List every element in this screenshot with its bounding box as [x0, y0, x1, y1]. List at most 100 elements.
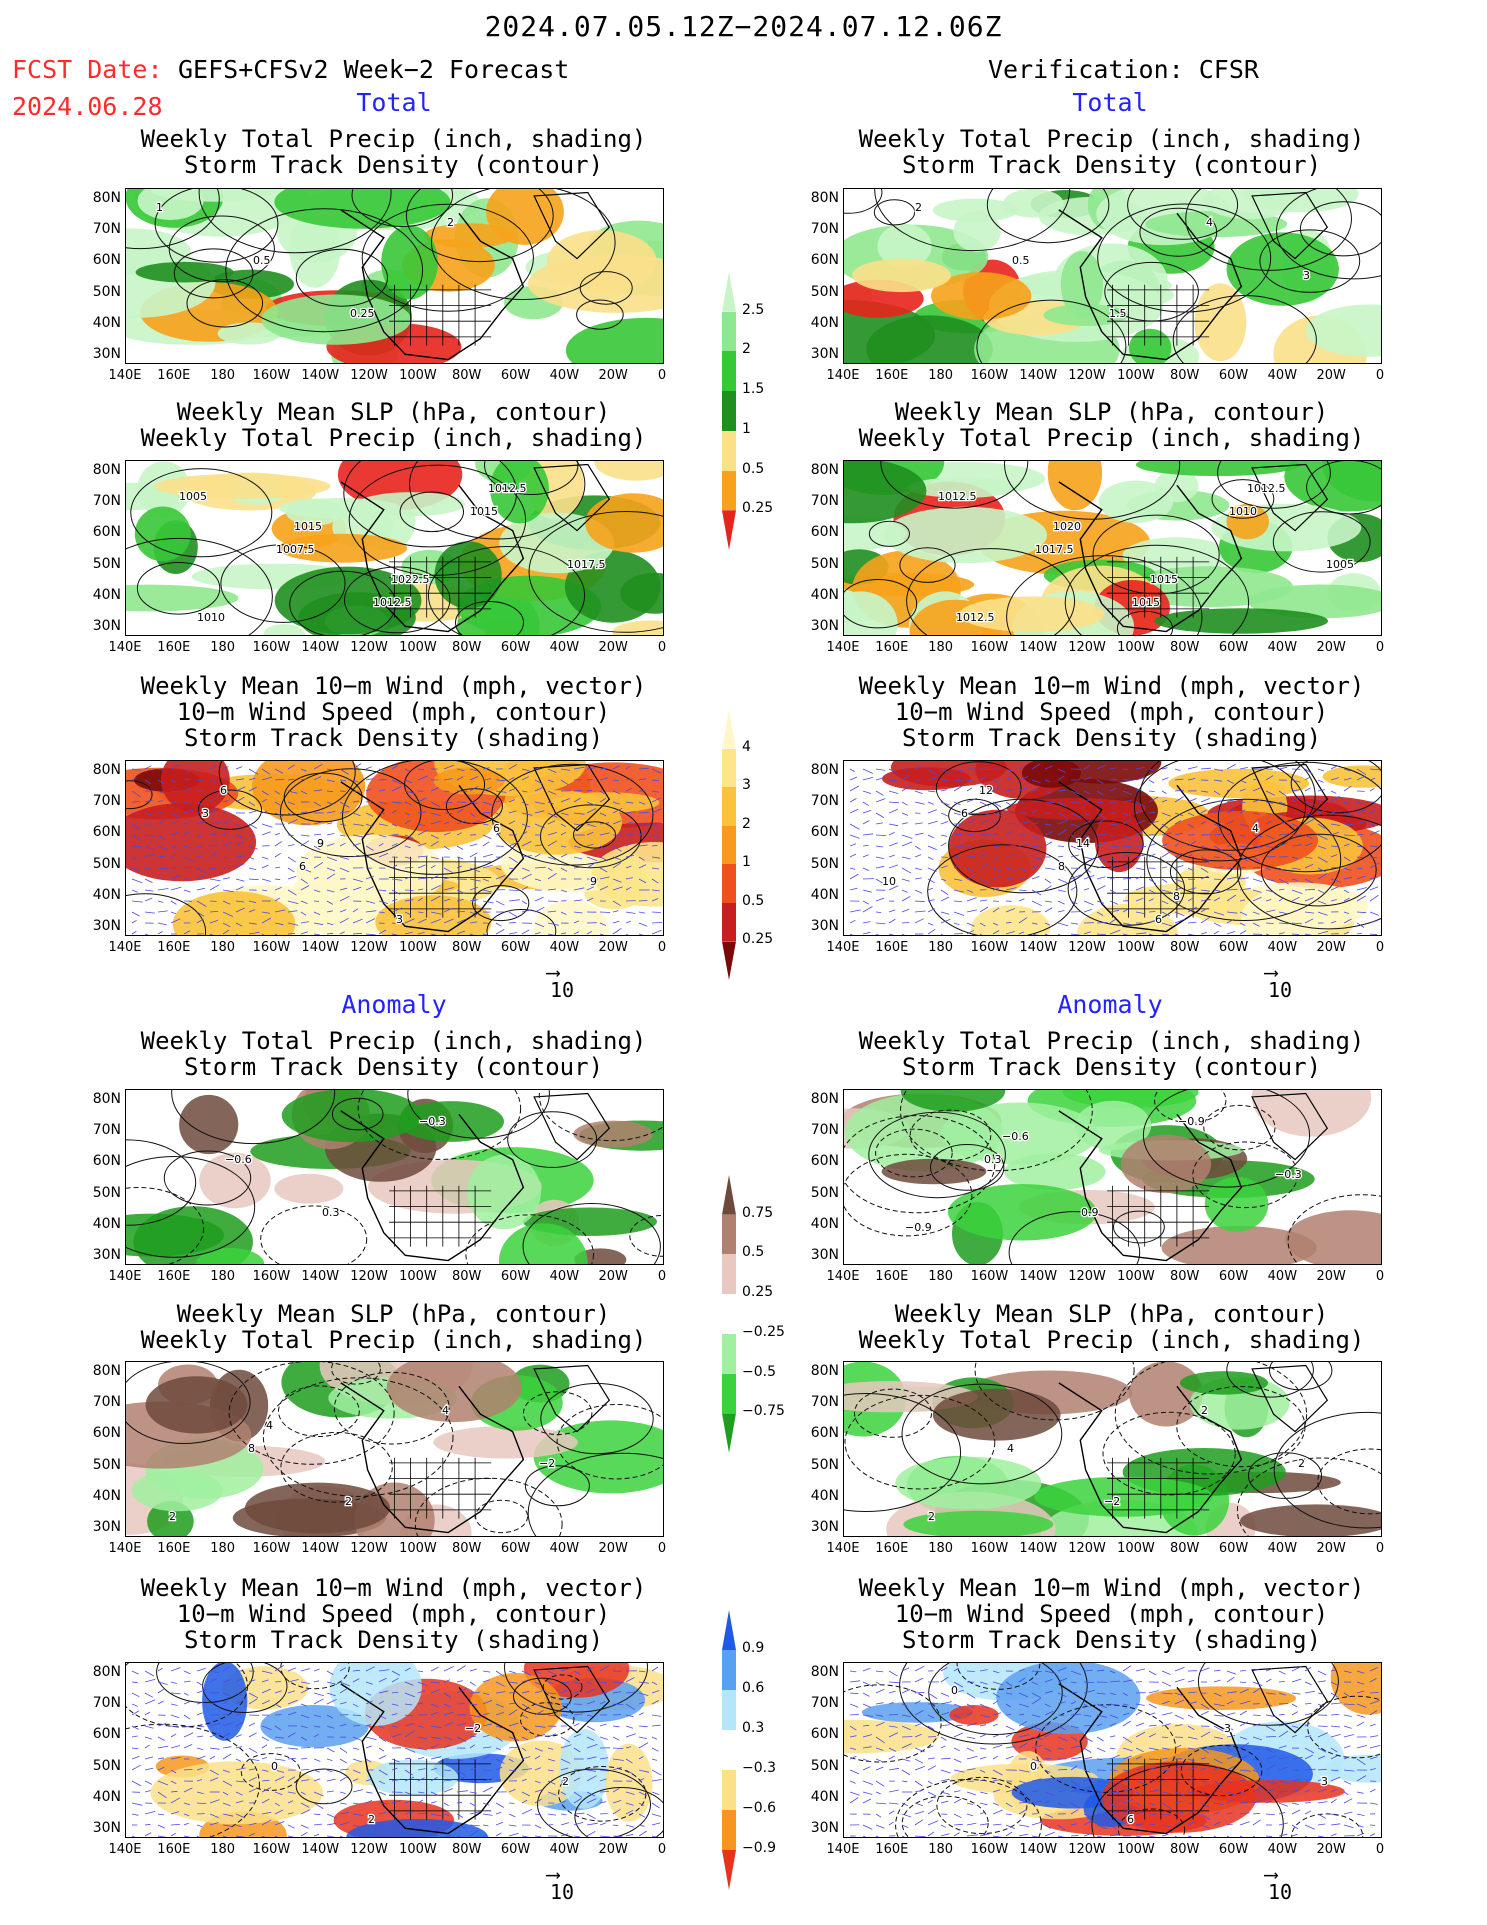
contour-line [1269, 1362, 1333, 1391]
wind-vector [170, 1832, 177, 1837]
wind-vector [482, 1670, 491, 1673]
contour-label: 6 [1127, 1813, 1134, 1826]
wind-vector [1343, 768, 1351, 772]
wind-vector [378, 1802, 388, 1804]
wind-vector [1044, 933, 1049, 935]
contour-line [976, 299, 1127, 363]
wind-vector [1135, 897, 1144, 902]
wind-vector [1278, 820, 1289, 825]
coastline [340, 1683, 525, 1835]
wind-vector [261, 768, 271, 775]
wind-vector [222, 911, 233, 917]
wind-vector [222, 922, 231, 928]
wind-vector [482, 1813, 493, 1816]
contour-line [1272, 511, 1371, 573]
wind-vector [612, 910, 619, 913]
wind-vector [560, 1833, 569, 1837]
wind-vector [638, 778, 647, 781]
shading-blob [126, 803, 257, 882]
wind-vector [1122, 1824, 1131, 1826]
wind-vector [1187, 1714, 1194, 1719]
wind-vector [1317, 1755, 1326, 1760]
wind-vector [352, 1813, 364, 1816]
wind-vector [1109, 1722, 1117, 1727]
wind-vector [326, 790, 334, 793]
lon-label: 60W [1218, 368, 1249, 383]
wind-vector [651, 845, 658, 847]
wind-vector [651, 1666, 659, 1672]
wind-vector [586, 808, 597, 814]
wind-vector [417, 775, 429, 781]
contour-line [873, 199, 916, 226]
lon-label: 60W [1218, 1541, 1249, 1556]
wind-vector [599, 777, 608, 781]
wind-vector [313, 1769, 320, 1773]
panel-title-verification-4: Weekly Total Precip (inch, shading) Stor… [858, 1027, 1365, 1081]
wind-vector [599, 1778, 607, 1782]
wind-vector [1213, 1725, 1224, 1732]
wind-vector [573, 797, 581, 803]
wind-vector [1252, 922, 1260, 927]
wind-vector [1109, 1670, 1116, 1674]
wind-vector [862, 854, 869, 858]
wind-vector [1083, 764, 1090, 770]
wind-vector [849, 776, 858, 781]
contour-label: 0.9 [1081, 1206, 1099, 1219]
wind-vector [1213, 833, 1224, 836]
wind-vector [248, 878, 259, 881]
wind-vector [1213, 779, 1222, 782]
wind-vector [495, 779, 506, 782]
colorbar-segment [722, 1254, 736, 1295]
wind-vector [313, 801, 322, 807]
wind-vector [1252, 1801, 1260, 1804]
wind-vector [1304, 1722, 1311, 1727]
wind-vector [183, 1813, 190, 1817]
shading-blob [1305, 304, 1381, 357]
wind-vector [1252, 1780, 1259, 1783]
wind-vector [1369, 810, 1376, 814]
wind-vector [235, 933, 239, 935]
wind-vector [482, 1756, 491, 1760]
wind-vector [417, 932, 425, 935]
wind-vector [1200, 1667, 1210, 1672]
wind-vector [1304, 819, 1314, 825]
wind-vector [1135, 1768, 1142, 1771]
wind-vector [940, 789, 947, 792]
wind-vector [287, 889, 297, 896]
wind-vector [992, 1779, 1000, 1782]
wind-vector [1044, 1747, 1052, 1752]
reference-vector-arrow: ⟶ [1265, 1862, 1278, 1886]
colorbar-segment [722, 1730, 736, 1770]
wind-vector [953, 1790, 961, 1793]
wind-vector [404, 1757, 411, 1760]
wind-vector [339, 1822, 349, 1826]
wind-vector [131, 878, 143, 884]
wind-vector [313, 876, 319, 880]
wind-vector [1330, 1776, 1341, 1782]
contour-label: 2 [345, 1495, 352, 1508]
contour-line [168, 215, 275, 283]
shading-blob [890, 761, 1007, 787]
wind-vector [862, 1746, 872, 1749]
wind-vector [170, 845, 178, 849]
colorbar-tick-label: −0.9 [742, 1840, 776, 1856]
wind-vector [235, 766, 243, 770]
wind-vector [1044, 1769, 1051, 1773]
wind-vector [378, 1736, 387, 1742]
wind-vector [1005, 878, 1013, 880]
wind-vector [547, 888, 556, 891]
wind-vector [183, 1701, 191, 1705]
wind-vector [157, 800, 163, 803]
lon-label: 140W [1019, 640, 1058, 655]
wind-vector [1161, 832, 1172, 836]
wind-vector [849, 853, 857, 858]
wind-vector [482, 811, 491, 814]
wind-vector [1187, 887, 1197, 891]
wind-vector [1161, 1736, 1169, 1738]
lat-label: 60N [810, 1153, 839, 1170]
wind-vector [1083, 776, 1092, 781]
contour-label: 6 [961, 807, 968, 820]
wind-vector [1278, 1745, 1287, 1749]
wind-vector [1252, 1769, 1259, 1773]
wind-vector [248, 845, 258, 850]
